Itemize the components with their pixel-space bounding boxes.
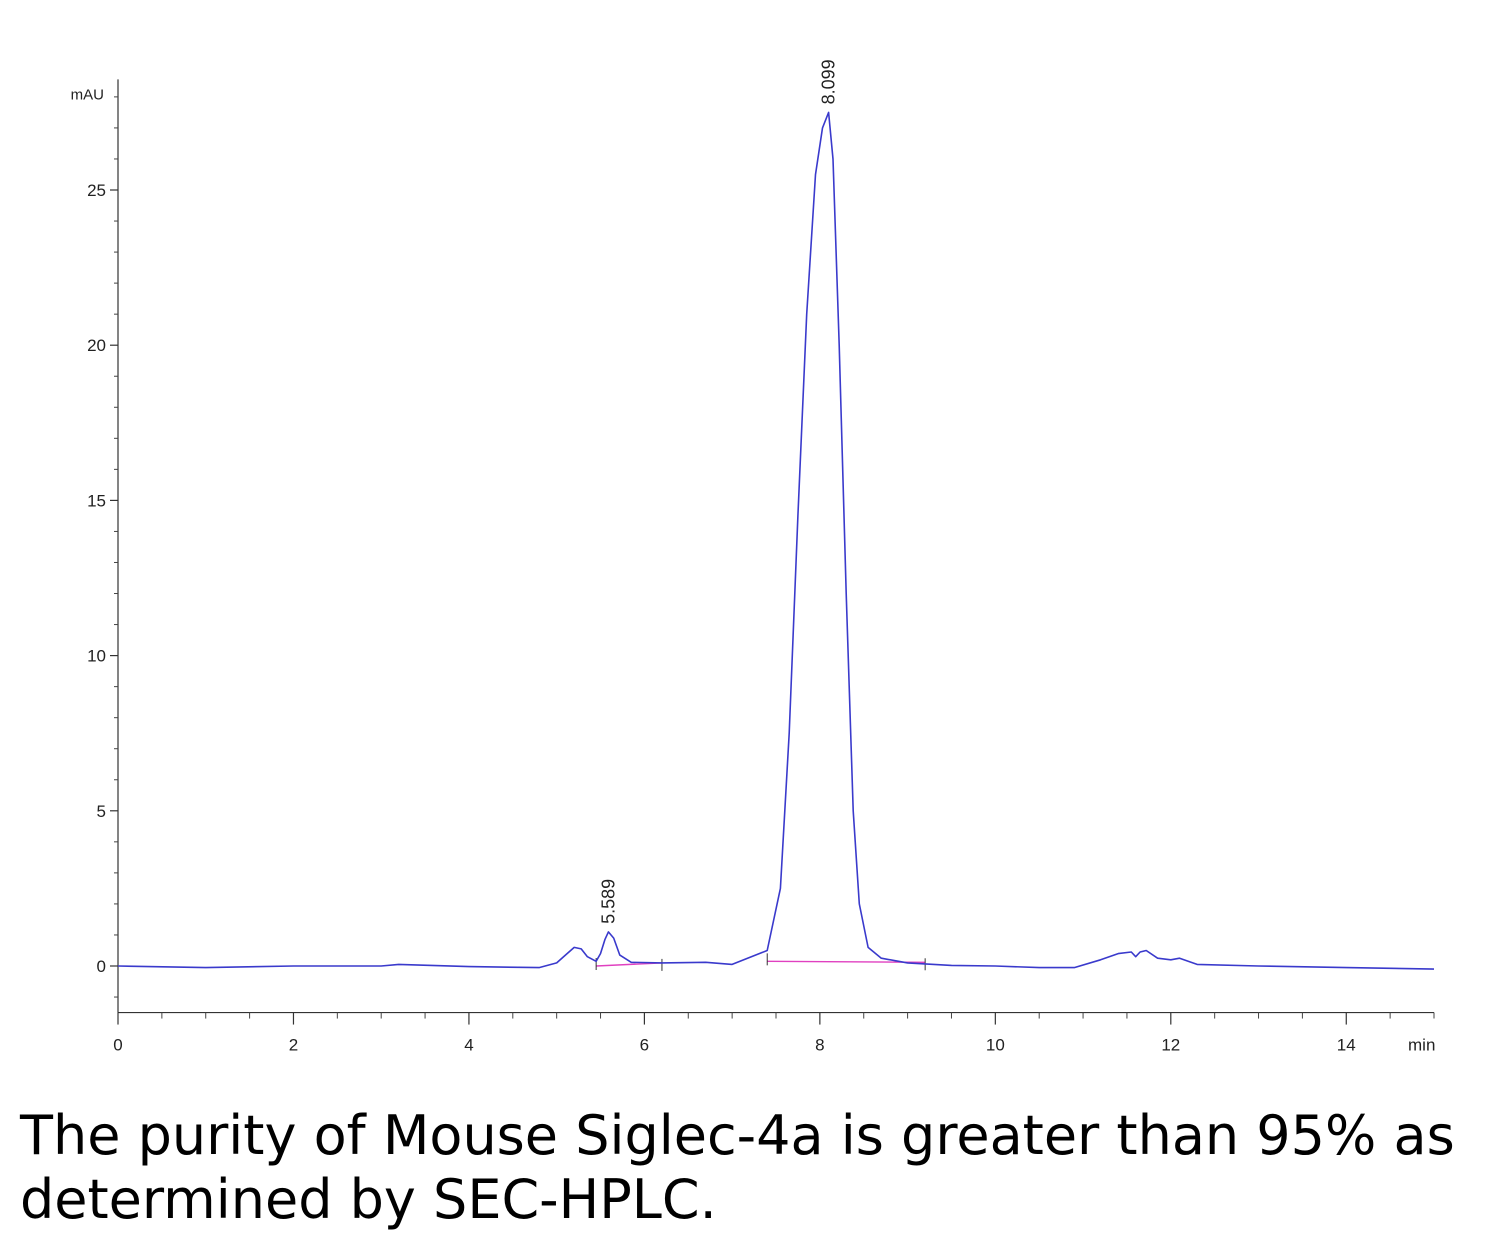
x-tick-label: 2 xyxy=(289,1036,298,1055)
y-tick-label: 25 xyxy=(87,181,106,200)
peak-label: 8.099 xyxy=(819,59,839,104)
y-tick-label: 0 xyxy=(97,957,106,976)
y-tick-label: 20 xyxy=(87,336,106,355)
x-tick-label: 14 xyxy=(1337,1036,1356,1055)
y-tick-label: 5 xyxy=(97,802,106,821)
x-tick-label: 10 xyxy=(986,1036,1005,1055)
y-tick-label: 10 xyxy=(87,647,106,666)
caption: The purity of Mouse Siglec-4a is greater… xyxy=(20,1104,1455,1231)
signal-trace xyxy=(117,111,1435,970)
x-tick-label: 4 xyxy=(464,1036,473,1055)
chromatogram-svg: 0 5 10 15 20 25 mAU 0 2 4 6 8 10 12 14 min 5.589 8.099 xyxy=(71,59,1436,1055)
y-tick-label: 15 xyxy=(87,491,106,510)
x-tick-label: 6 xyxy=(640,1036,649,1055)
y-unit-label: mAU xyxy=(71,86,104,103)
x-tick-label: 0 xyxy=(113,1036,122,1055)
x-unit-label: min xyxy=(1408,1036,1435,1055)
x-tick-label: 8 xyxy=(815,1036,824,1055)
x-tick-label: 12 xyxy=(1161,1036,1180,1055)
chromatogram-chart: 0 5 10 15 20 25 mAU 0 2 4 6 8 10 12 14 min 5.589 8.099 xyxy=(71,59,1436,1055)
peak-label: 5.589 xyxy=(598,879,618,924)
